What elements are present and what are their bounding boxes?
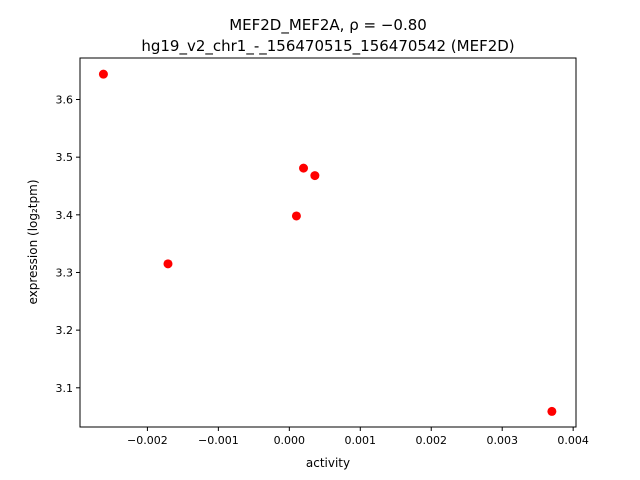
x-tick-label: 0.000 (274, 434, 306, 447)
y-axis-label: expression (log₂tpm) (26, 179, 40, 304)
data-point (547, 406, 557, 416)
data-point (98, 69, 108, 79)
data-points (98, 69, 557, 416)
x-tick-label: −0.002 (127, 434, 168, 447)
y-tick-label: 3.4 (56, 209, 74, 222)
chart-title-line-1: MEF2D_MEF2A, ρ = −0.80 (229, 16, 427, 35)
x-tick-label: 0.003 (486, 434, 518, 447)
y-tick-label: 3.2 (56, 324, 74, 337)
x-tick-label: 0.004 (557, 434, 589, 447)
plot-area: −0.002 −0.001 0.000 0.001 0.002 0.003 0.004 3.… (56, 57, 589, 447)
y-tick-label: 3.5 (56, 151, 74, 164)
x-tick-label: −0.001 (198, 434, 239, 447)
y-axis: 3.1 3.2 3.3 3.4 3.5 3.6 (56, 94, 80, 395)
data-point (299, 163, 309, 173)
x-tick-label: 0.002 (415, 434, 447, 447)
data-point (291, 211, 301, 221)
plot-frame (79, 57, 577, 428)
y-tick-label: 3.6 (56, 94, 74, 107)
data-point (310, 171, 320, 181)
x-tick-label: 0.001 (345, 434, 377, 447)
y-tick-label: 3.3 (56, 266, 74, 279)
x-axis-label: activity (306, 456, 350, 470)
chart-title-line-2: hg19_v2_chr1_-_156470515_156470542 (MEF2… (141, 37, 514, 56)
y-tick-label: 3.1 (56, 382, 74, 395)
data-point (163, 259, 173, 269)
x-axis: −0.002 −0.001 0.000 0.001 0.002 0.003 0.004 (127, 427, 589, 447)
